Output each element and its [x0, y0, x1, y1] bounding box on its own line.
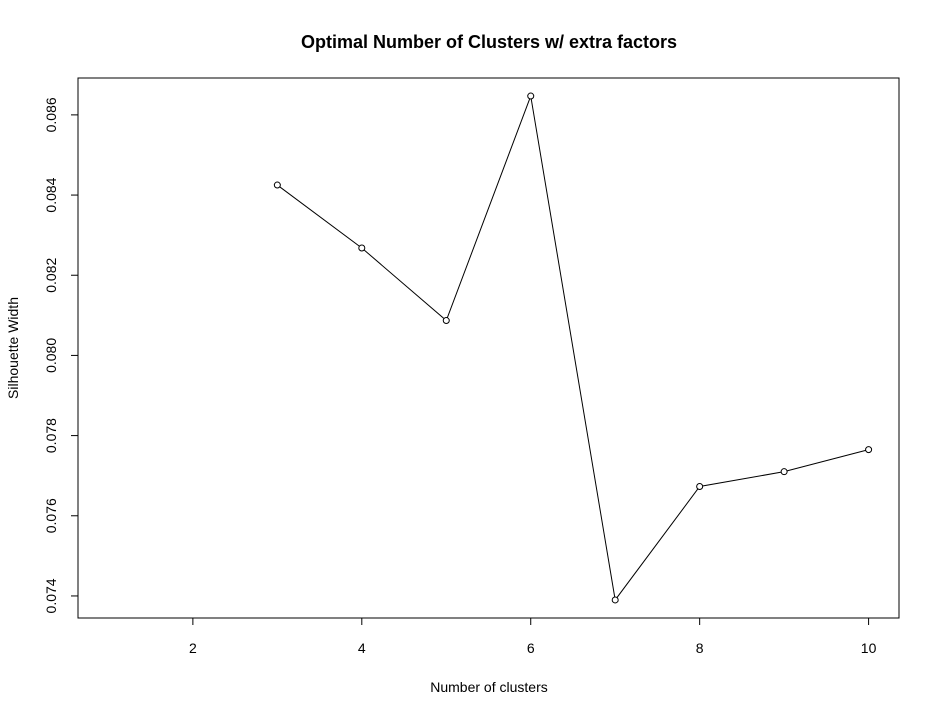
- y-axis-label: Silhouette Width: [5, 297, 21, 399]
- y-tick-label: 0.082: [43, 258, 59, 293]
- data-point: [358, 244, 366, 252]
- y-tick-label: 0.080: [43, 338, 59, 373]
- y-tick-label: 0.078: [43, 418, 59, 453]
- data-point: [527, 92, 535, 100]
- y-tick-label: 0.086: [43, 97, 59, 132]
- y-tick-label: 0.084: [43, 177, 59, 212]
- y-axis: 0.074 0.076 0.078 0.080 0.082 0.084 0.086: [43, 97, 78, 613]
- data-points: [273, 92, 873, 604]
- x-tick-label: 6: [527, 640, 535, 656]
- data-point: [442, 317, 450, 325]
- plot-frame: [77, 77, 900, 619]
- y-tick-label: 0.074: [43, 578, 59, 613]
- x-tick-label: 8: [696, 640, 704, 656]
- series-line: [277, 94, 869, 602]
- data-point: [273, 181, 281, 189]
- data-point: [865, 446, 873, 454]
- y-tick-label: 0.076: [43, 498, 59, 533]
- data-point: [780, 468, 788, 476]
- chart-title: Optimal Number of Clusters w/ extra fact…: [301, 32, 677, 52]
- x-tick-label: 2: [189, 640, 197, 656]
- data-point: [611, 596, 619, 604]
- x-axis-label: Number of clusters: [430, 679, 547, 695]
- x-axis: 2 4 6 8 10: [189, 618, 877, 656]
- data-point: [696, 483, 704, 491]
- x-tick-label: 4: [358, 640, 366, 656]
- x-tick-label: 10: [861, 640, 877, 656]
